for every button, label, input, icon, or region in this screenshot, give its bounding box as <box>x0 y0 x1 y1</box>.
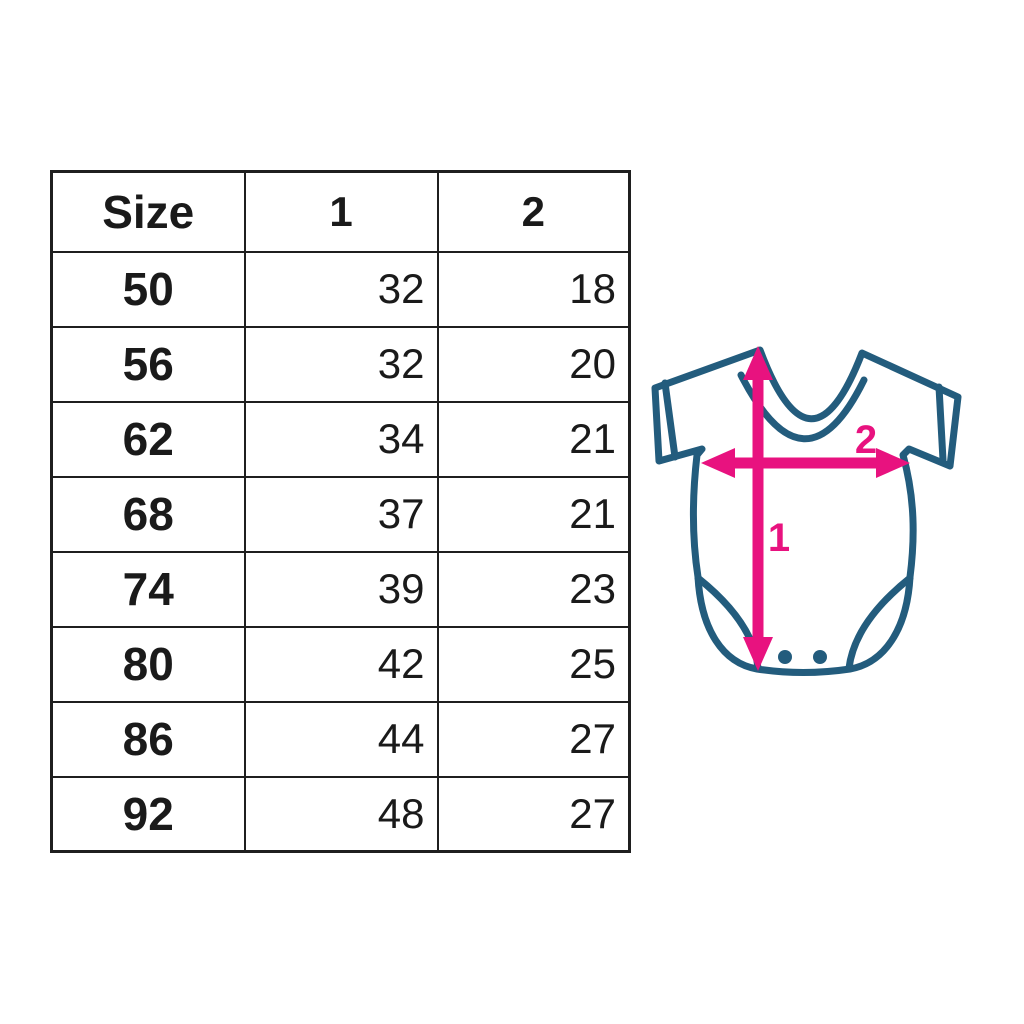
arrow-head-up <box>743 346 773 380</box>
measurement-cell: 18 <box>436 250 631 328</box>
measurement-cell: 32 <box>243 250 439 328</box>
size-cell: 86 <box>50 700 246 778</box>
size-cell: 74 <box>50 550 246 628</box>
measurement-label-1: 1 <box>768 516 790 560</box>
arrow-head-right <box>876 448 910 478</box>
table-row: 74 39 23 <box>50 550 631 628</box>
right-sleeve-cuff-line <box>935 383 947 464</box>
table-row: 68 37 21 <box>50 475 631 553</box>
measurement-cell: 37 <box>243 475 439 553</box>
measurement-cell: 21 <box>436 400 631 478</box>
size-cell: 92 <box>50 775 246 853</box>
measurement-cell: 21 <box>436 475 631 553</box>
table-row: 86 44 27 <box>50 700 631 778</box>
table-row: 56 32 20 <box>50 325 631 403</box>
size-cell: 68 <box>50 475 246 553</box>
table-row: 62 34 21 <box>50 400 631 478</box>
size-cell: 50 <box>50 250 246 328</box>
measurement-label-2: 2 <box>855 418 877 462</box>
size-table: Size 1 2 50 32 18 56 32 20 62 34 21 68 37 21 74 39 23 8… <box>50 170 631 853</box>
size-cell: 56 <box>50 325 246 403</box>
measurement-cell: 25 <box>436 625 631 703</box>
measurement-arrow-length: 1 <box>743 346 790 671</box>
size-table-body: 50 32 18 56 32 20 62 34 21 68 37 21 74 39 23 80 42 25 86 44… <box>50 250 631 853</box>
measurement-cell: 39 <box>243 550 439 628</box>
right-leg-opening-curve <box>845 574 914 672</box>
size-cell: 80 <box>50 625 246 703</box>
table-row: 92 48 27 <box>50 775 631 853</box>
arrow-head-down <box>743 637 773 671</box>
measurement-cell: 32 <box>243 325 439 403</box>
measurement-cell: 27 <box>436 775 631 853</box>
measurement-cell: 27 <box>436 700 631 778</box>
measurement-cell: 42 <box>243 625 439 703</box>
column-header-1: 1 <box>243 170 439 253</box>
measurement-cell: 20 <box>436 325 631 403</box>
header-row: Size 1 2 <box>50 170 631 253</box>
measurement-cell: 34 <box>243 400 439 478</box>
bodysuit-outline-path <box>651 346 962 676</box>
table-row: 50 32 18 <box>50 250 631 328</box>
measurement-cell: 48 <box>243 775 439 853</box>
arrow-head-left <box>701 448 735 478</box>
measurement-cell: 23 <box>436 550 631 628</box>
snap-button-dot <box>813 650 827 664</box>
table-row: 80 42 25 <box>50 625 631 703</box>
measurement-cell: 44 <box>243 700 439 778</box>
measurement-arrow-width: 2 <box>701 418 910 478</box>
left-sleeve-cuff-line <box>661 379 679 461</box>
column-header-size: Size <box>50 170 246 253</box>
size-cell: 62 <box>50 400 246 478</box>
column-header-2: 2 <box>436 170 631 253</box>
size-table-header: Size 1 2 <box>50 170 631 253</box>
bodysuit-measurement-diagram: 1 2 <box>651 346 962 676</box>
snap-button-dot <box>778 650 792 664</box>
